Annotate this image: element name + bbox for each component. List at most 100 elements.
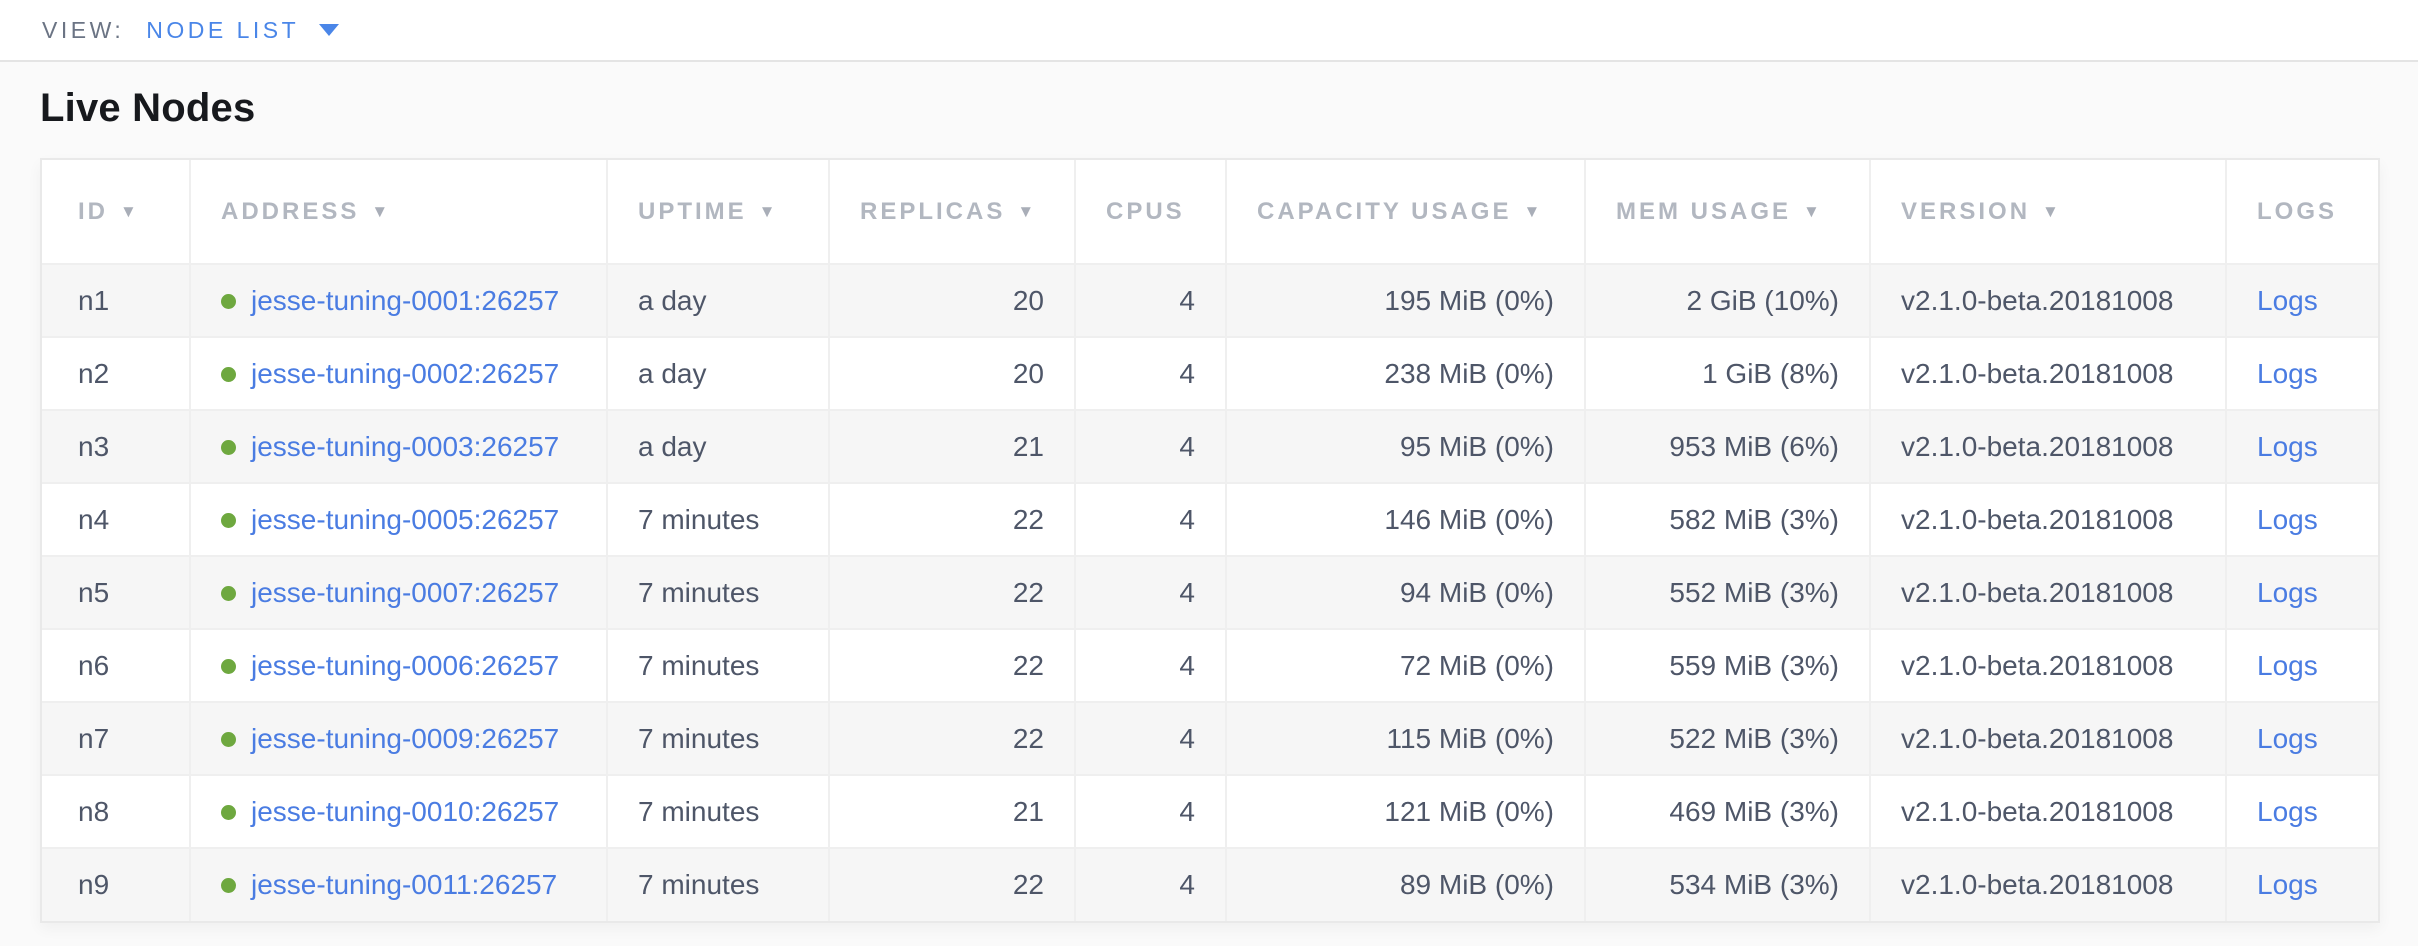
cell-version: v2.1.0-beta.20181008 — [1869, 628, 2226, 702]
cell-node-id: n8 — [42, 774, 190, 848]
sort-desc-icon: ▼ — [1523, 201, 1544, 221]
cell-cpus: 4 — [1074, 847, 1226, 921]
table-row: n1 jesse-tuning-0001:26257 a day 20 4 195 MiB… — [42, 263, 2378, 337]
logs-link[interactable]: Logs — [2257, 722, 2318, 754]
view-bar: VIEW: NODE LIST — [0, 0, 2418, 62]
table-row: n9 jesse-tuning-0011:26257 7 minutes 22 4 89 … — [42, 847, 2378, 921]
sort-desc-icon: ▼ — [2042, 201, 2062, 221]
node-address-link[interactable]: jesse-tuning-0009:26257 — [251, 722, 560, 754]
table-header-row: ID ▼ ADDRESS ▼ UPTIME ▼ REPLICAS ▼ CPUS CAPACITY … — [42, 160, 2378, 264]
cell-logs: Logs — [2225, 774, 2378, 848]
column-header-address[interactable]: ADDRESS ▼ — [189, 160, 607, 264]
sort-desc-icon: ▼ — [1017, 201, 1038, 221]
node-address-link[interactable]: jesse-tuning-0001:26257 — [251, 284, 560, 316]
column-header-capacity[interactable]: CAPACITY USAGE ▼ — [1225, 160, 1585, 264]
cell-capacity-usage: 72 MiB (0%) — [1225, 628, 1585, 702]
column-label: ID — [78, 197, 108, 225]
node-address-link[interactable]: jesse-tuning-0007:26257 — [251, 576, 560, 608]
cell-cpus: 4 — [1074, 701, 1226, 775]
cell-cpus: 4 — [1074, 409, 1226, 483]
cell-uptime: 7 minutes — [606, 701, 829, 775]
column-header-version[interactable]: VERSION ▼ — [1869, 160, 2226, 264]
node-status-healthy-icon — [221, 293, 236, 309]
cell-address: jesse-tuning-0006:26257 — [189, 628, 607, 702]
cell-version: v2.1.0-beta.20181008 — [1869, 409, 2226, 483]
cell-node-id: n7 — [42, 701, 190, 775]
cell-mem-usage: 1 GiB (8%) — [1584, 336, 1870, 410]
cell-address: jesse-tuning-0011:26257 — [189, 847, 607, 921]
column-header-logs: LOGS — [2225, 160, 2378, 264]
sort-desc-icon: ▼ — [758, 201, 779, 221]
node-status-healthy-icon — [221, 366, 236, 382]
table-row: n6 jesse-tuning-0006:26257 7 minutes 22 4 72 … — [42, 628, 2378, 702]
logs-link[interactable]: Logs — [2257, 357, 2318, 389]
node-address-link[interactable]: jesse-tuning-0006:26257 — [251, 649, 560, 681]
cell-replicas: 22 — [828, 482, 1075, 556]
node-address-link[interactable]: jesse-tuning-0005:26257 — [251, 503, 560, 535]
cell-mem-usage: 522 MiB (3%) — [1584, 701, 1870, 775]
column-label: REPLICAS — [860, 197, 1006, 225]
cell-mem-usage: 582 MiB (3%) — [1584, 482, 1870, 556]
cell-mem-usage: 559 MiB (3%) — [1584, 628, 1870, 702]
cell-version: v2.1.0-beta.20181008 — [1869, 482, 2226, 556]
logs-link[interactable]: Logs — [2257, 649, 2318, 681]
cell-uptime: a day — [606, 263, 829, 337]
logs-link[interactable]: Logs — [2257, 284, 2318, 316]
cell-uptime: 7 minutes — [606, 628, 829, 702]
logs-link[interactable]: Logs — [2257, 869, 2318, 900]
logs-link[interactable]: Logs — [2257, 795, 2318, 827]
cell-replicas: 20 — [828, 263, 1075, 337]
cell-replicas: 22 — [828, 628, 1075, 702]
node-address-link[interactable]: jesse-tuning-0011:26257 — [251, 869, 558, 900]
cell-node-id: n3 — [42, 409, 190, 483]
column-header-uptime[interactable]: UPTIME ▼ — [606, 160, 829, 264]
node-address-link[interactable]: jesse-tuning-0003:26257 — [251, 430, 560, 462]
cell-version: v2.1.0-beta.20181008 — [1869, 847, 2226, 921]
cell-logs: Logs — [2225, 701, 2378, 775]
column-header-mem[interactable]: MEM USAGE ▼ — [1584, 160, 1870, 264]
table-row: n2 jesse-tuning-0002:26257 a day 20 4 238 MiB… — [42, 336, 2378, 410]
sort-desc-icon: ▼ — [120, 201, 140, 221]
logs-link[interactable]: Logs — [2257, 430, 2318, 462]
cell-replicas: 22 — [828, 555, 1075, 629]
cell-cpus: 4 — [1074, 263, 1226, 337]
view-selector-dropdown[interactable]: NODE LIST — [146, 16, 340, 44]
cell-version: v2.1.0-beta.20181008 — [1869, 263, 2226, 337]
cell-capacity-usage: 121 MiB (0%) — [1225, 774, 1585, 848]
cell-address: jesse-tuning-0009:26257 — [189, 701, 607, 775]
cell-capacity-usage: 115 MiB (0%) — [1225, 701, 1585, 775]
cell-logs: Logs — [2225, 336, 2378, 410]
cell-node-id: n9 — [42, 847, 190, 921]
sort-desc-icon: ▼ — [371, 201, 392, 221]
logs-link[interactable]: Logs — [2257, 576, 2318, 608]
cell-logs: Logs — [2225, 555, 2378, 629]
cell-uptime: 7 minutes — [606, 774, 829, 848]
cell-cpus: 4 — [1074, 482, 1226, 556]
chevron-down-icon — [319, 24, 340, 36]
cell-cpus: 4 — [1074, 336, 1226, 410]
view-selected-value: NODE LIST — [146, 16, 300, 43]
cell-node-id: n2 — [42, 336, 190, 410]
cell-uptime: 7 minutes — [606, 555, 829, 629]
logs-link[interactable]: Logs — [2257, 503, 2318, 535]
column-label: LOGS — [2257, 197, 2338, 225]
column-header-id[interactable]: ID ▼ — [42, 160, 190, 264]
cell-capacity-usage: 95 MiB (0%) — [1225, 409, 1585, 483]
cell-mem-usage: 2 GiB (10%) — [1584, 263, 1870, 337]
cell-logs: Logs — [2225, 847, 2378, 921]
cell-mem-usage: 534 MiB (3%) — [1584, 847, 1870, 921]
cell-version: v2.1.0-beta.20181008 — [1869, 774, 2226, 848]
cell-cpus: 4 — [1074, 555, 1226, 629]
table-row: n8 jesse-tuning-0010:26257 7 minutes 21 4 121… — [42, 774, 2378, 848]
cell-address: jesse-tuning-0002:26257 — [189, 336, 607, 410]
cell-mem-usage: 953 MiB (6%) — [1584, 409, 1870, 483]
column-header-replicas[interactable]: REPLICAS ▼ — [828, 160, 1075, 264]
cell-capacity-usage: 94 MiB (0%) — [1225, 555, 1585, 629]
cell-replicas: 22 — [828, 701, 1075, 775]
column-label: CPUS — [1106, 197, 1185, 225]
node-address-link[interactable]: jesse-tuning-0010:26257 — [251, 795, 560, 827]
cell-uptime: a day — [606, 409, 829, 483]
node-address-link[interactable]: jesse-tuning-0002:26257 — [251, 357, 560, 389]
cell-capacity-usage: 89 MiB (0%) — [1225, 847, 1585, 921]
cell-address: jesse-tuning-0005:26257 — [189, 482, 607, 556]
